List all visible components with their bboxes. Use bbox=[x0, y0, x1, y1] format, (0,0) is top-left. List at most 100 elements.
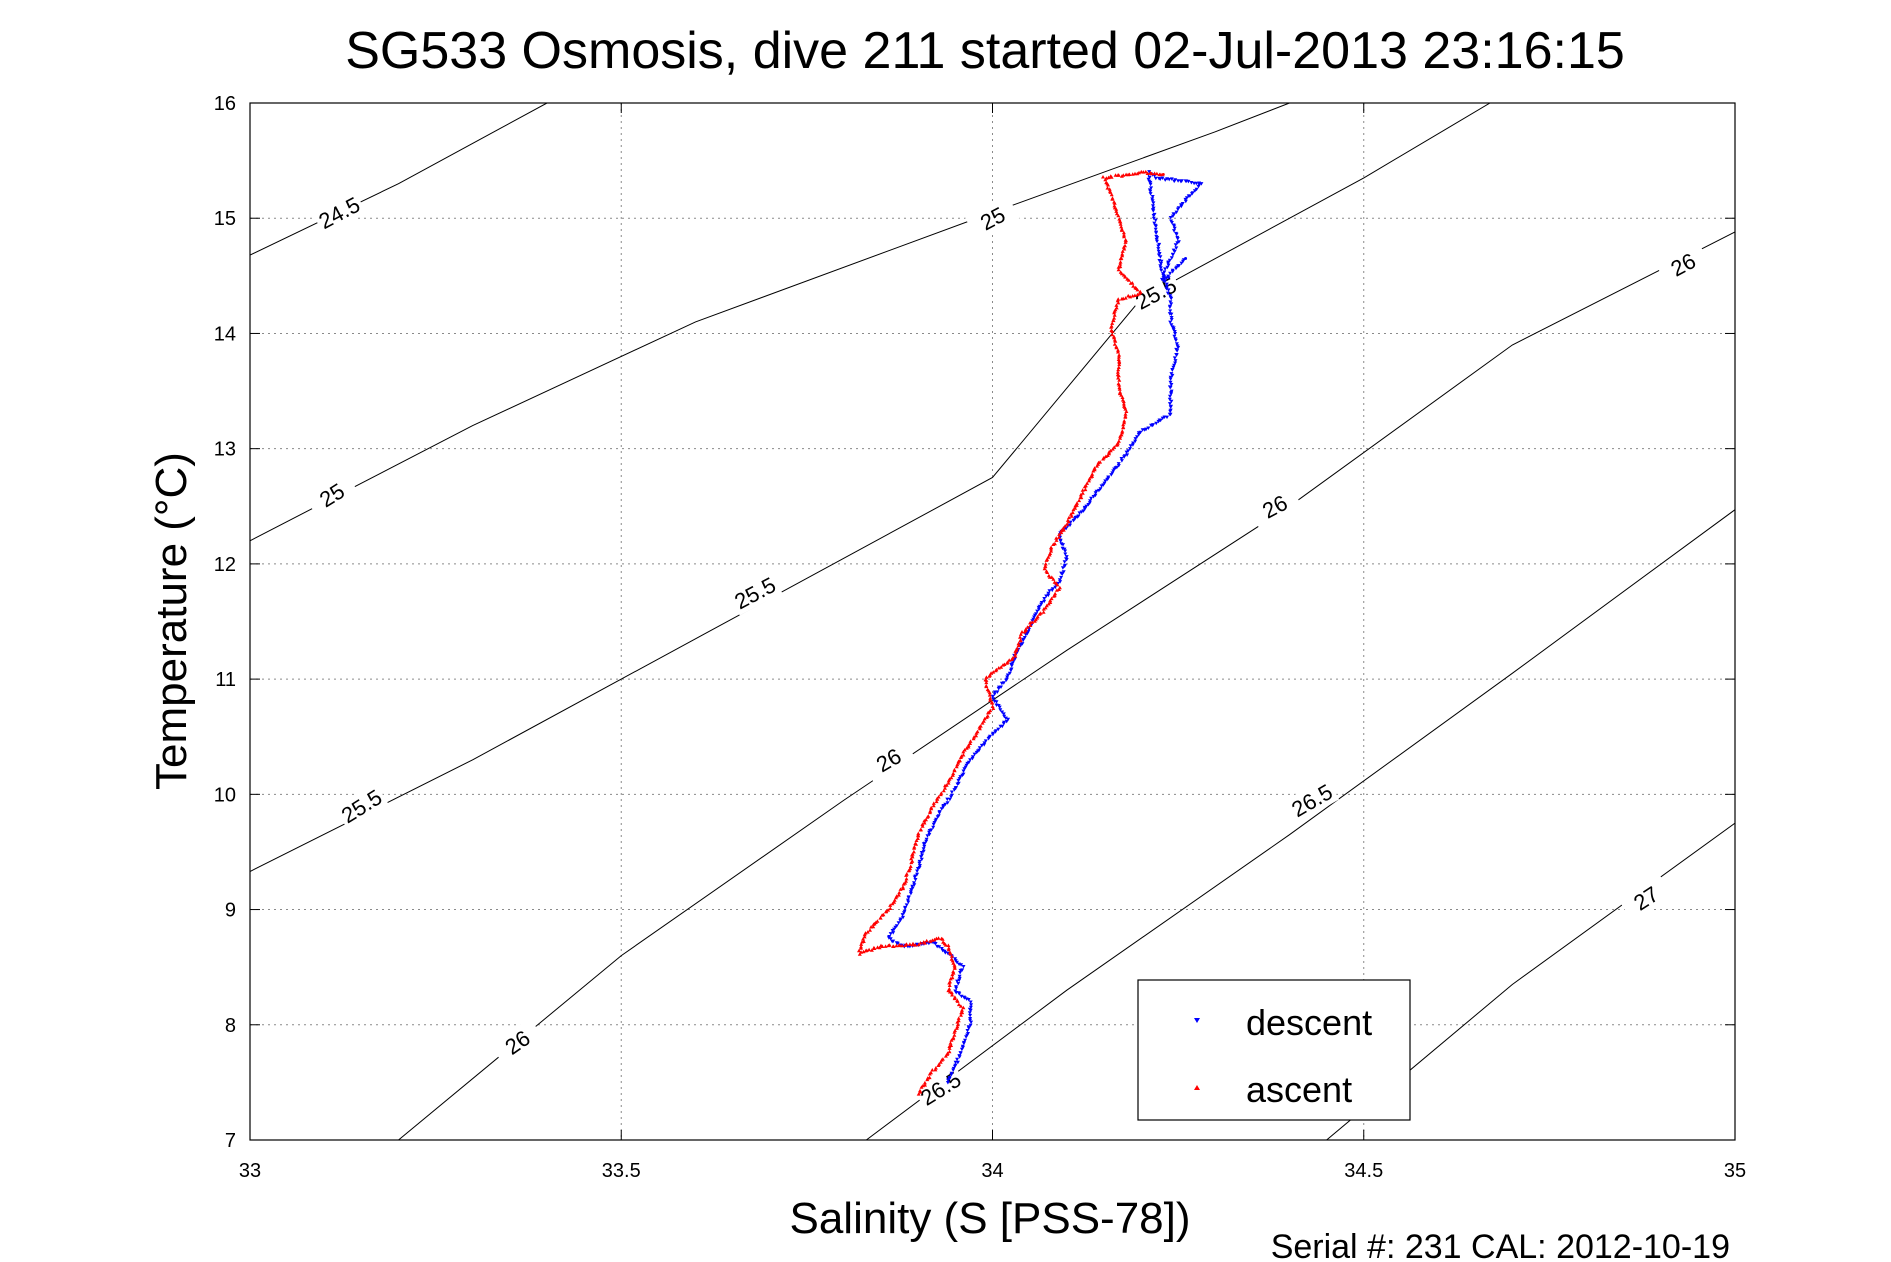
ascent-point bbox=[1154, 171, 1159, 176]
descent-point bbox=[1116, 464, 1121, 468]
ascent-point bbox=[1161, 172, 1165, 176]
descent-point bbox=[1187, 194, 1192, 198]
descent-point bbox=[1044, 594, 1049, 598]
ascent-point bbox=[1138, 289, 1143, 294]
ascent-point bbox=[934, 936, 939, 941]
descent-point bbox=[947, 1075, 952, 1080]
ascent-point bbox=[1025, 625, 1030, 629]
ascent-point bbox=[892, 900, 897, 904]
ascent-point bbox=[1108, 448, 1113, 453]
legend: descent ascent bbox=[1137, 979, 1411, 1121]
y-tick-label: 15 bbox=[214, 208, 236, 230]
descent-point bbox=[1000, 724, 1005, 729]
contour-line-26 bbox=[398, 231, 1735, 1140]
descent-point bbox=[1172, 226, 1177, 231]
contour-label-bg bbox=[1655, 241, 1711, 288]
legend-label-descent: descent bbox=[1246, 1002, 1372, 1043]
ascent-point bbox=[930, 938, 935, 942]
ascent-point bbox=[1010, 656, 1015, 660]
ascent-point bbox=[947, 987, 952, 991]
ascent-point bbox=[1116, 355, 1121, 359]
ascent-point bbox=[1122, 247, 1127, 251]
descent-point bbox=[1131, 441, 1136, 445]
ascent-point bbox=[1123, 243, 1127, 248]
ascent-point bbox=[928, 809, 933, 813]
descent-point bbox=[1169, 399, 1174, 404]
descent-point bbox=[906, 895, 911, 899]
descent-point bbox=[1057, 578, 1062, 582]
y-axis-ticks: 7 8 9 10 11 12 13 14 15 16 bbox=[214, 93, 1735, 1152]
ascent-point bbox=[1044, 569, 1049, 573]
descent-point bbox=[947, 797, 952, 802]
ascent-point bbox=[1117, 378, 1122, 382]
descent-point bbox=[1183, 179, 1188, 183]
ascent-point bbox=[991, 670, 996, 674]
ascent-point bbox=[1135, 171, 1140, 176]
ascent-point bbox=[959, 754, 964, 758]
descent-point bbox=[1169, 323, 1174, 327]
descent-point bbox=[962, 995, 966, 1000]
ascent-point bbox=[966, 743, 971, 747]
descent-point bbox=[1168, 375, 1173, 380]
ascent-point bbox=[862, 934, 867, 939]
ascent-point bbox=[949, 775, 954, 780]
ascent-point bbox=[928, 939, 933, 943]
ascent-point bbox=[985, 687, 990, 692]
ascent-point bbox=[1101, 455, 1106, 460]
descent-point bbox=[1135, 435, 1139, 439]
ascent-point bbox=[896, 893, 901, 897]
descent-point bbox=[910, 884, 915, 889]
ascent-point bbox=[1073, 506, 1078, 510]
ascent-point bbox=[908, 864, 913, 868]
ascent-point bbox=[891, 944, 895, 948]
ascent-point bbox=[1103, 454, 1108, 458]
descent-point bbox=[970, 755, 975, 759]
y-tick-label: 16 bbox=[214, 93, 236, 115]
ascent-point bbox=[910, 852, 915, 856]
ascent-point bbox=[1121, 402, 1126, 406]
descent-point bbox=[945, 797, 950, 802]
ascent-point bbox=[1121, 425, 1126, 429]
ascent-point bbox=[916, 942, 921, 947]
ascent-point bbox=[886, 943, 891, 948]
descent-point bbox=[955, 1057, 960, 1062]
ascent-point bbox=[1114, 211, 1119, 216]
descent-point bbox=[1152, 221, 1157, 226]
ascent-point bbox=[919, 827, 923, 832]
descent-point bbox=[1167, 312, 1172, 316]
ascent-point bbox=[952, 963, 957, 967]
ascent-point bbox=[875, 919, 880, 923]
ascent-point bbox=[1052, 580, 1057, 584]
ascent-point bbox=[994, 667, 999, 672]
descent-point bbox=[1001, 681, 1006, 685]
contour-line-26.5 bbox=[866, 509, 1735, 1140]
descent-point bbox=[1162, 270, 1167, 274]
ascent-point bbox=[1075, 501, 1079, 505]
y-tick-label: 8 bbox=[225, 1015, 236, 1037]
contour-line-24.5 bbox=[250, 103, 548, 256]
ascent-point bbox=[1013, 654, 1018, 658]
chart-title: SG533 Osmosis, dive 211 started 02-Jul-2… bbox=[345, 22, 1625, 80]
ascent-point bbox=[961, 753, 966, 757]
descent-point bbox=[1150, 195, 1155, 199]
ascent-point bbox=[1115, 441, 1120, 445]
descent-point bbox=[1004, 719, 1009, 724]
descent-point bbox=[1009, 667, 1014, 671]
descent-point bbox=[1178, 179, 1183, 184]
descent-point bbox=[1168, 408, 1173, 413]
descent-point bbox=[967, 1011, 972, 1015]
descent-point bbox=[1165, 177, 1170, 181]
descent-point bbox=[912, 881, 916, 885]
ascent-point bbox=[1116, 365, 1121, 369]
descent-point bbox=[1133, 437, 1138, 441]
descent-point bbox=[1089, 496, 1094, 501]
descent-point bbox=[913, 878, 918, 882]
descent-point bbox=[1169, 372, 1174, 376]
descent-point bbox=[1158, 255, 1163, 259]
ascent-point bbox=[1042, 566, 1047, 571]
descent-point bbox=[949, 1071, 954, 1076]
ascent-point bbox=[904, 872, 909, 876]
descent-point bbox=[1167, 385, 1172, 389]
descent-point bbox=[929, 828, 934, 832]
ascent-point bbox=[1116, 300, 1121, 305]
